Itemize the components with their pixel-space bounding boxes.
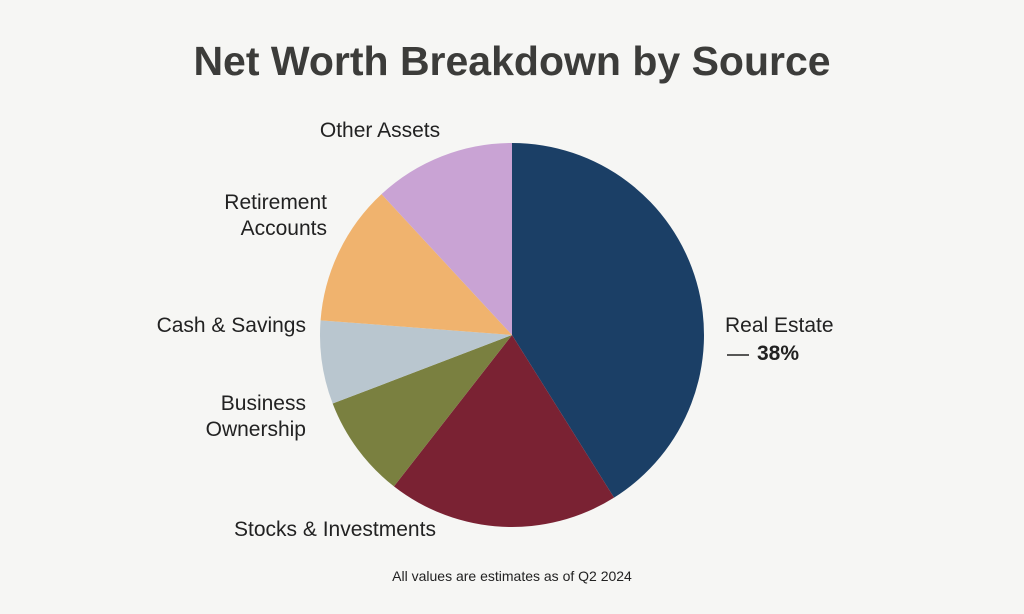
slice-label: Cash & Savings xyxy=(156,314,306,337)
value-label: 38% xyxy=(757,342,800,365)
slice-label: Other Assets xyxy=(319,119,441,142)
pie-slice xyxy=(320,194,512,335)
pie-slice xyxy=(512,143,704,498)
pie-slice xyxy=(393,335,615,527)
slice-label: Business Ownership xyxy=(205,392,306,441)
footnote: All values are estimates as of Q2 2024 xyxy=(392,568,632,584)
pie-slice xyxy=(381,143,512,335)
pie-slice xyxy=(332,335,512,487)
slice-label: Stocks & Investments xyxy=(234,518,436,541)
chart-title: Net Worth Breakdown by Source xyxy=(193,38,831,84)
slice-label: Real Estate xyxy=(725,314,834,337)
slice-label: Retirement Accounts xyxy=(224,191,327,240)
pie-slice xyxy=(320,320,512,404)
